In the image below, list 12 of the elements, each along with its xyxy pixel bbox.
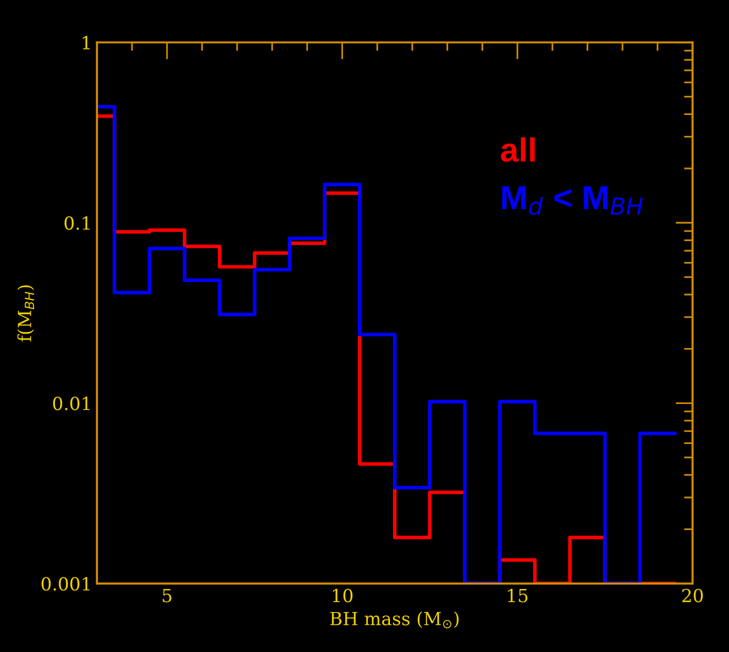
x-tick-label: 15	[508, 588, 528, 602]
x-tick-label: 10	[332, 588, 352, 602]
x-tick-label: 5	[162, 588, 172, 602]
x-tick-label: 20	[682, 588, 703, 602]
x-axis-title: BH mass (M$_{⊙}$)	[330, 611, 459, 628]
y-tick-label: 0.1	[64, 216, 90, 230]
y-axis-title: f(M$_{BH}$)	[17, 285, 34, 342]
text: all	[500, 137, 535, 162]
y-tick-label: 1	[82, 36, 90, 50]
y-tick-label: 0.001	[42, 577, 90, 591]
y-tick-label: 0.01	[53, 396, 90, 410]
text: M$_{d}$ < M$_{BH}$	[502, 186, 643, 215]
